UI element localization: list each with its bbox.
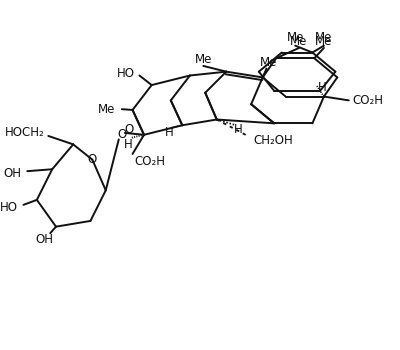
Text: Me: Me (260, 56, 277, 69)
Text: O: O (124, 123, 133, 136)
Text: H: H (318, 81, 326, 94)
Text: Me: Me (315, 35, 332, 48)
Text: H: H (124, 138, 133, 151)
Text: CO₂H: CO₂H (353, 94, 384, 107)
Text: HO: HO (0, 201, 18, 214)
Text: CO₂H: CO₂H (134, 155, 166, 168)
Text: O: O (88, 153, 97, 166)
Text: H: H (164, 126, 173, 139)
Text: H: H (234, 123, 242, 136)
Text: OH: OH (36, 233, 54, 246)
Text: OH: OH (4, 167, 22, 180)
Text: HOCH₂: HOCH₂ (5, 126, 44, 139)
Text: CH₂OH: CH₂OH (253, 134, 293, 147)
Text: Me: Me (290, 35, 308, 48)
Text: Me: Me (195, 53, 212, 66)
Text: Me: Me (286, 31, 304, 44)
Text: HO: HO (116, 67, 134, 80)
Text: O: O (117, 128, 126, 141)
Text: Me: Me (98, 103, 115, 116)
Text: Me: Me (315, 31, 332, 44)
